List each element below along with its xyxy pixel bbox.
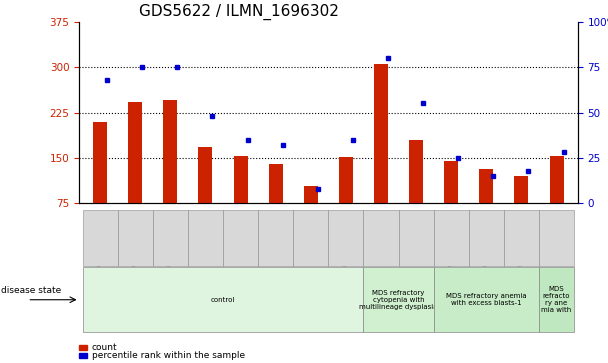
Bar (83, 267, 364, 332)
Bar (339, 157, 353, 203)
Text: MDS refractory anemia
with excess blasts-1: MDS refractory anemia with excess blasts… (446, 293, 527, 306)
Bar (409, 140, 423, 203)
Bar (188, 209, 223, 265)
Bar (328, 209, 364, 265)
Bar (550, 156, 564, 203)
Bar (293, 209, 328, 265)
Bar (469, 209, 504, 265)
Bar (374, 64, 388, 203)
Text: percentile rank within the sample: percentile rank within the sample (92, 351, 245, 360)
Bar (364, 209, 398, 265)
Text: MDS refractory
cytopenia with
multilineage dysplasia: MDS refractory cytopenia with multilinea… (359, 290, 438, 310)
Bar (233, 156, 247, 203)
Bar (118, 209, 153, 265)
Bar (79, 345, 87, 350)
Bar (304, 186, 318, 203)
Bar (514, 176, 528, 203)
Bar (539, 267, 574, 332)
Bar (164, 101, 178, 203)
Bar (258, 209, 293, 265)
Bar (198, 147, 212, 203)
Text: MDS
refracto
ry ane
mia with: MDS refracto ry ane mia with (541, 286, 572, 313)
Text: count: count (92, 343, 117, 352)
Bar (223, 209, 258, 265)
Bar (128, 102, 142, 203)
Bar (434, 267, 539, 332)
Bar (539, 209, 574, 265)
Text: disease state: disease state (1, 286, 61, 295)
Bar (83, 209, 118, 265)
Bar (364, 267, 434, 332)
Bar (504, 209, 539, 265)
Text: GDS5622 / ILMN_1696302: GDS5622 / ILMN_1696302 (139, 4, 339, 20)
Bar (79, 353, 87, 358)
Bar (444, 161, 458, 203)
Bar (93, 122, 107, 203)
Bar (434, 209, 469, 265)
Bar (398, 209, 434, 265)
Bar (479, 169, 493, 203)
Text: control: control (211, 297, 235, 303)
Bar (269, 164, 283, 203)
Bar (153, 209, 188, 265)
